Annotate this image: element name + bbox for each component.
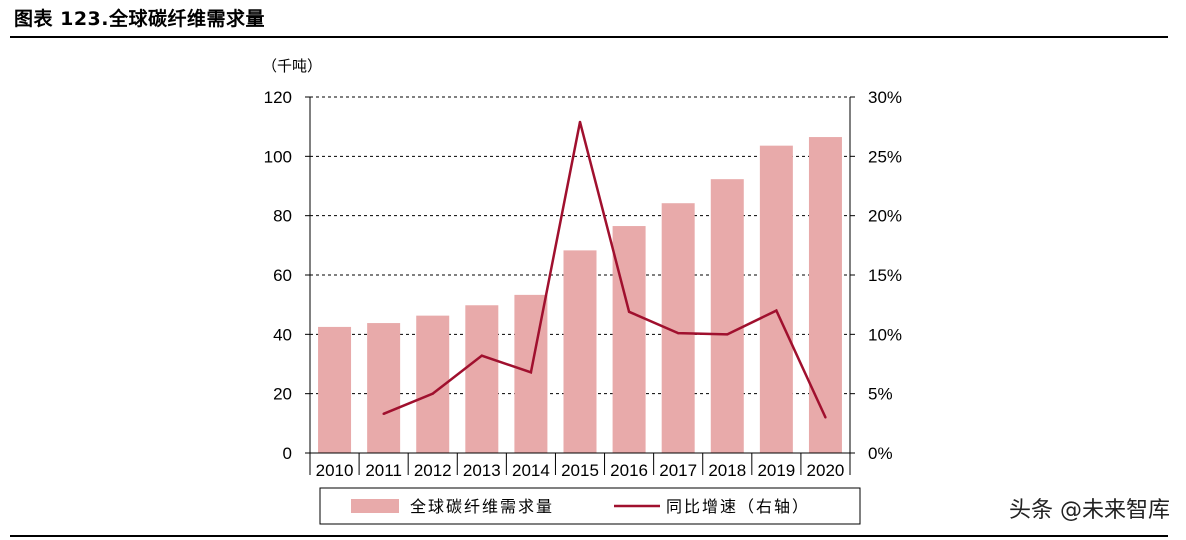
x-tick-label: 2016 bbox=[610, 461, 648, 480]
y-right-tick-label: 5% bbox=[868, 385, 893, 404]
growth-point-2018 bbox=[726, 333, 729, 336]
bar-2010 bbox=[318, 326, 352, 453]
growth-point-2020 bbox=[824, 416, 827, 419]
growth-point-2016 bbox=[627, 310, 631, 313]
x-tick-label: 2011 bbox=[365, 461, 402, 480]
bar-2019 bbox=[759, 145, 793, 454]
growth-point-2014 bbox=[529, 371, 533, 374]
y-left-tick-label: 60 bbox=[273, 266, 292, 285]
y-right-tick-label: 15% bbox=[868, 266, 902, 285]
line-series bbox=[382, 120, 827, 419]
x-tick-label: 2014 bbox=[512, 461, 550, 480]
growth-point-2019 bbox=[775, 309, 778, 312]
x-tick-label: 2012 bbox=[414, 461, 452, 480]
figure-title: 图表 123.全球碳纤维需求量 bbox=[14, 8, 265, 30]
growth-line bbox=[383, 121, 827, 418]
axes: 0 20 40 60 80 100 120 0% 5% 10% 15% 20% 25% 30% 2010 20… bbox=[264, 88, 902, 480]
x-tick-label: 2019 bbox=[757, 461, 795, 480]
bar-series bbox=[318, 137, 842, 454]
bar-2013 bbox=[465, 305, 499, 453]
legend-swatch-bar bbox=[351, 499, 399, 513]
y-right-tick-label: 20% bbox=[868, 207, 902, 226]
bar-2018 bbox=[710, 179, 744, 453]
legend: 全球碳纤维需求量 同比增速（右轴） bbox=[319, 487, 861, 525]
x-tick-label: 2017 bbox=[659, 461, 697, 480]
y-right-tick-label: 0% bbox=[868, 444, 893, 463]
growth-point-2012 bbox=[431, 392, 434, 395]
legend-label-line: 同比增速（右轴） bbox=[666, 497, 810, 516]
growth-point-2015 bbox=[578, 120, 582, 124]
y-left-tick-label: 0 bbox=[283, 444, 292, 463]
growth-point-2017 bbox=[676, 331, 680, 335]
growth-point-2013 bbox=[480, 354, 484, 357]
y-unit-label: （千吨） bbox=[262, 57, 322, 75]
watermark: 头条 @未来智库 bbox=[1009, 498, 1170, 523]
top-rule bbox=[10, 36, 1168, 38]
y-left-tick-label: 80 bbox=[273, 207, 292, 226]
x-tick-label: 2010 bbox=[316, 461, 354, 480]
y-left-tick-label: 20 bbox=[273, 385, 292, 404]
bar-2015 bbox=[563, 250, 597, 453]
y-left-tick-label: 40 bbox=[273, 325, 292, 344]
bar-2016 bbox=[612, 226, 646, 453]
bar-2020 bbox=[808, 137, 842, 454]
y-right-tick-label: 25% bbox=[868, 147, 902, 166]
bar-2011 bbox=[367, 323, 401, 453]
x-tick-label: 2015 bbox=[561, 461, 599, 480]
x-tick-label: 2013 bbox=[463, 461, 501, 480]
legend-box bbox=[319, 487, 861, 525]
x-tick-label: 2020 bbox=[807, 461, 845, 480]
growth-point-2011 bbox=[382, 412, 385, 416]
y-left-tick-label: 120 bbox=[264, 88, 292, 107]
bottom-rule bbox=[10, 535, 1168, 537]
y-right-tick-label: 10% bbox=[868, 325, 902, 344]
x-tick-label: 2018 bbox=[708, 461, 746, 480]
legend-label-bar: 全球碳纤维需求量 bbox=[410, 497, 554, 516]
y-right-tick-label: 30% bbox=[868, 88, 902, 107]
y-left-tick-label: 100 bbox=[264, 147, 292, 166]
